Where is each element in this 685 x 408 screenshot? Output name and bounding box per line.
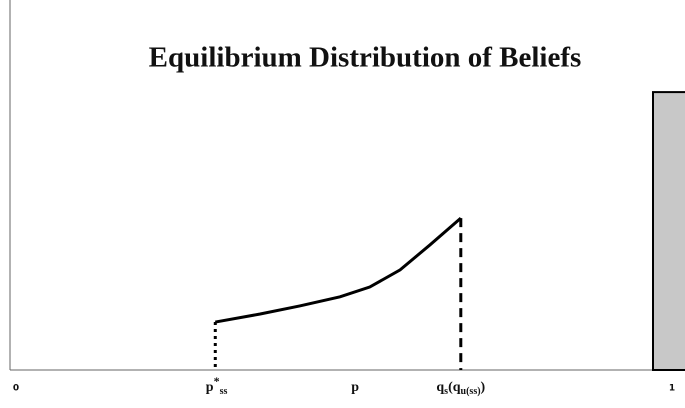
x-tick-label: 0 — [13, 384, 19, 394]
x-tick-label: p*ss — [206, 374, 228, 398]
x-tick-label-part: p — [351, 380, 359, 395]
density-curve — [215, 216, 462, 324]
x-tick-label: p — [351, 380, 359, 395]
x-tick-label-part: * — [214, 374, 220, 388]
mass-bar — [652, 91, 685, 371]
x-tick-label-part: p — [206, 380, 214, 395]
x-tick-label-part: s — [444, 386, 448, 397]
x-tick-label-part: ss — [220, 386, 228, 397]
x-tick-label-part: u(ss) — [461, 386, 481, 397]
chart-title: Equilibrium Distribution of Beliefs — [149, 42, 582, 74]
x-tick-label: qs(qu(ss)) — [436, 380, 485, 397]
x-tick-label-part: q — [436, 380, 444, 395]
x-tick-label-part: (q — [448, 380, 461, 395]
x-tick-label-part: ) — [481, 380, 486, 395]
x-tick-label: 1 — [669, 384, 675, 394]
